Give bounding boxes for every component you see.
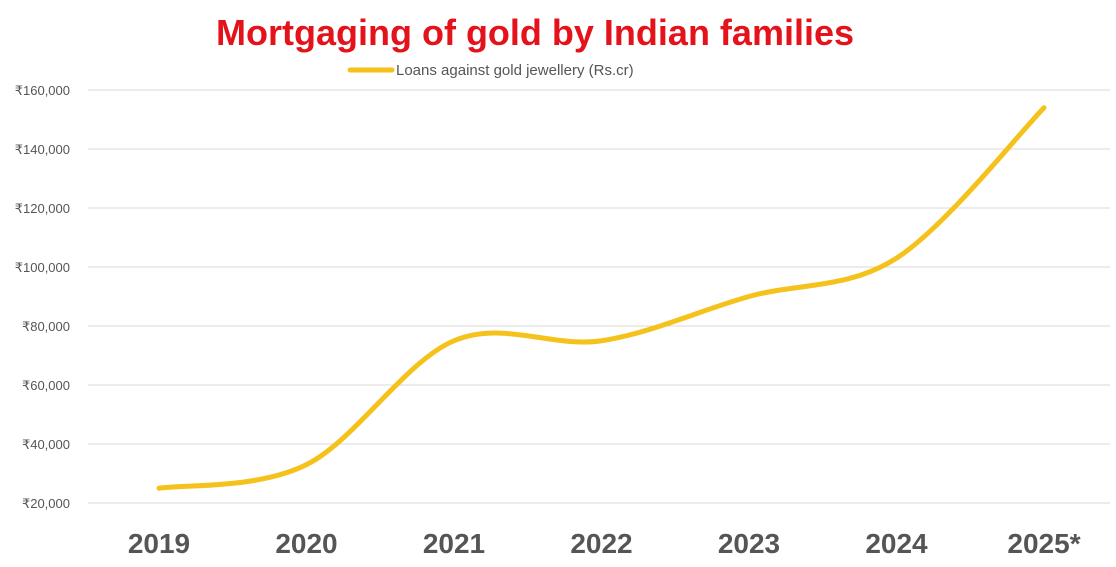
y-tick-label: ₹120,000: [15, 201, 70, 216]
y-axis-ticks: ₹20,000 ₹40,000 ₹60,000 ₹80,000 ₹100,000 ₹120…: [15, 83, 70, 511]
x-axis-ticks: 2019 2020 2021 2022 2023 2024 2025*: [128, 528, 1081, 559]
legend-label: Loans against gold jewellery (Rs.cr): [396, 62, 634, 79]
x-tick-label: 2019: [128, 528, 190, 559]
y-tick-label: ₹20,000: [22, 496, 70, 511]
x-tick-label: 2023: [718, 528, 780, 559]
x-tick-label: 2021: [423, 528, 485, 559]
legend: Loans against gold jewellery (Rs.cr): [347, 62, 634, 79]
grid-lines: [88, 89, 1110, 504]
y-tick-label: ₹160,000: [15, 83, 70, 98]
x-tick-label: 2024: [865, 528, 928, 559]
x-tick-label: 2022: [570, 528, 632, 559]
y-tick-label: ₹100,000: [15, 260, 70, 275]
y-tick-label: ₹80,000: [22, 319, 70, 334]
y-tick-label: ₹40,000: [22, 437, 70, 452]
x-tick-label: 2025*: [1007, 528, 1080, 559]
y-tick-label: ₹60,000: [22, 378, 70, 393]
series-line: [156, 105, 1047, 491]
series-layer: [156, 105, 1047, 491]
y-tick-label: ₹140,000: [15, 142, 70, 157]
x-tick-label: 2020: [275, 528, 337, 559]
chart-title: Mortgaging of gold by Indian families: [216, 12, 854, 53]
